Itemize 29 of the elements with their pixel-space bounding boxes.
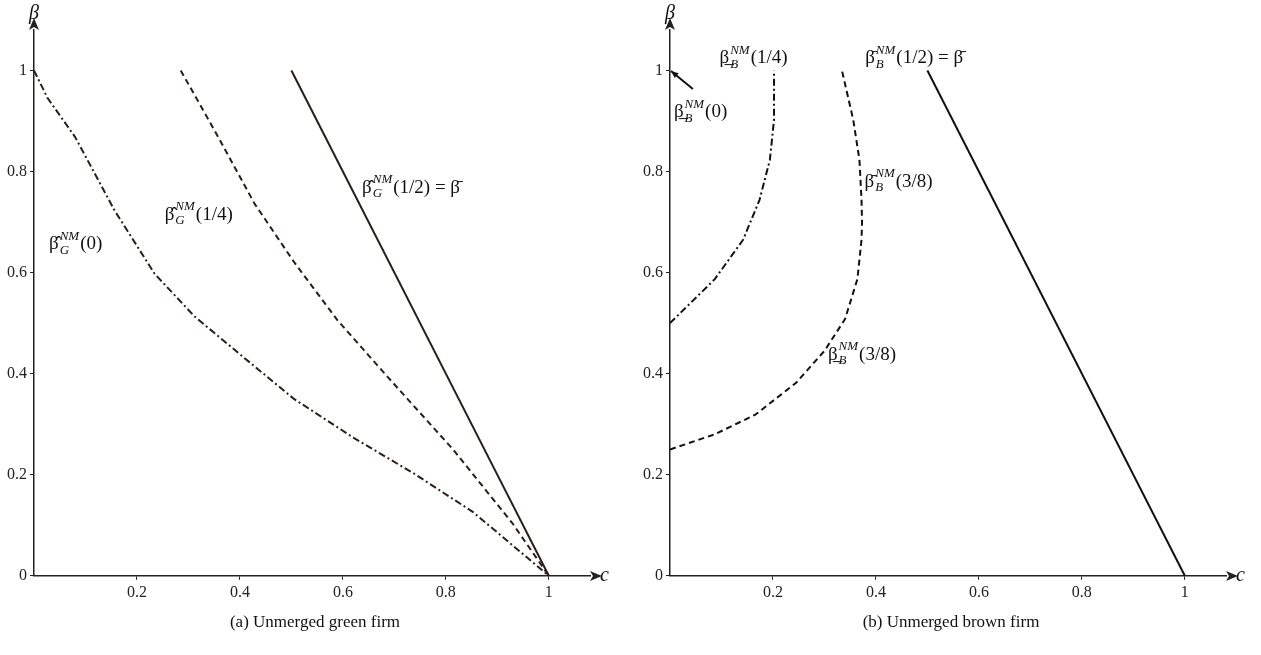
text: (a) Unmerged green firm (228, 612, 402, 632)
x-tick-label: 0.2 (762, 582, 783, 600)
x-tick-label: 0.6 (968, 582, 989, 600)
x-tick-label: 0.8 (1071, 582, 1092, 600)
y-tick-label: 1 (19, 60, 27, 78)
x-tick-label: 0.6 (332, 582, 353, 600)
line-series (670, 69, 775, 325)
x-tick-label: 1 (1180, 582, 1189, 600)
y-tick-label: 0.6 (7, 262, 27, 280)
y-tick-label: 0.4 (643, 363, 663, 381)
x-axis-title: c (1236, 563, 1245, 586)
y-tick-label: 0 (19, 566, 27, 583)
y-tick-label: 0.4 (7, 363, 27, 381)
x-axis-title: c (600, 563, 609, 586)
y-tick-label: 0.6 (643, 262, 663, 280)
y-tick-label: 0.2 (643, 464, 663, 482)
x-tick-label: 0.8 (435, 582, 456, 600)
text: (b) Unmerged brown firm (861, 612, 1041, 632)
y-tick-label: 0.8 (7, 161, 27, 179)
x-tick-label: 0.4 (229, 582, 250, 600)
y-axis-title: β (664, 1, 676, 25)
y-axis-title: β (28, 1, 40, 25)
x-tick-label: 0.4 (865, 582, 886, 600)
y-tick-label: 1 (655, 60, 663, 78)
y-tick-label: 0 (655, 566, 663, 583)
y-tick-label: 0.2 (7, 464, 27, 482)
x-tick-label: 0.2 (126, 582, 147, 600)
y-tick-label: 0.8 (643, 161, 663, 179)
x-tick-label: 1 (544, 582, 553, 600)
